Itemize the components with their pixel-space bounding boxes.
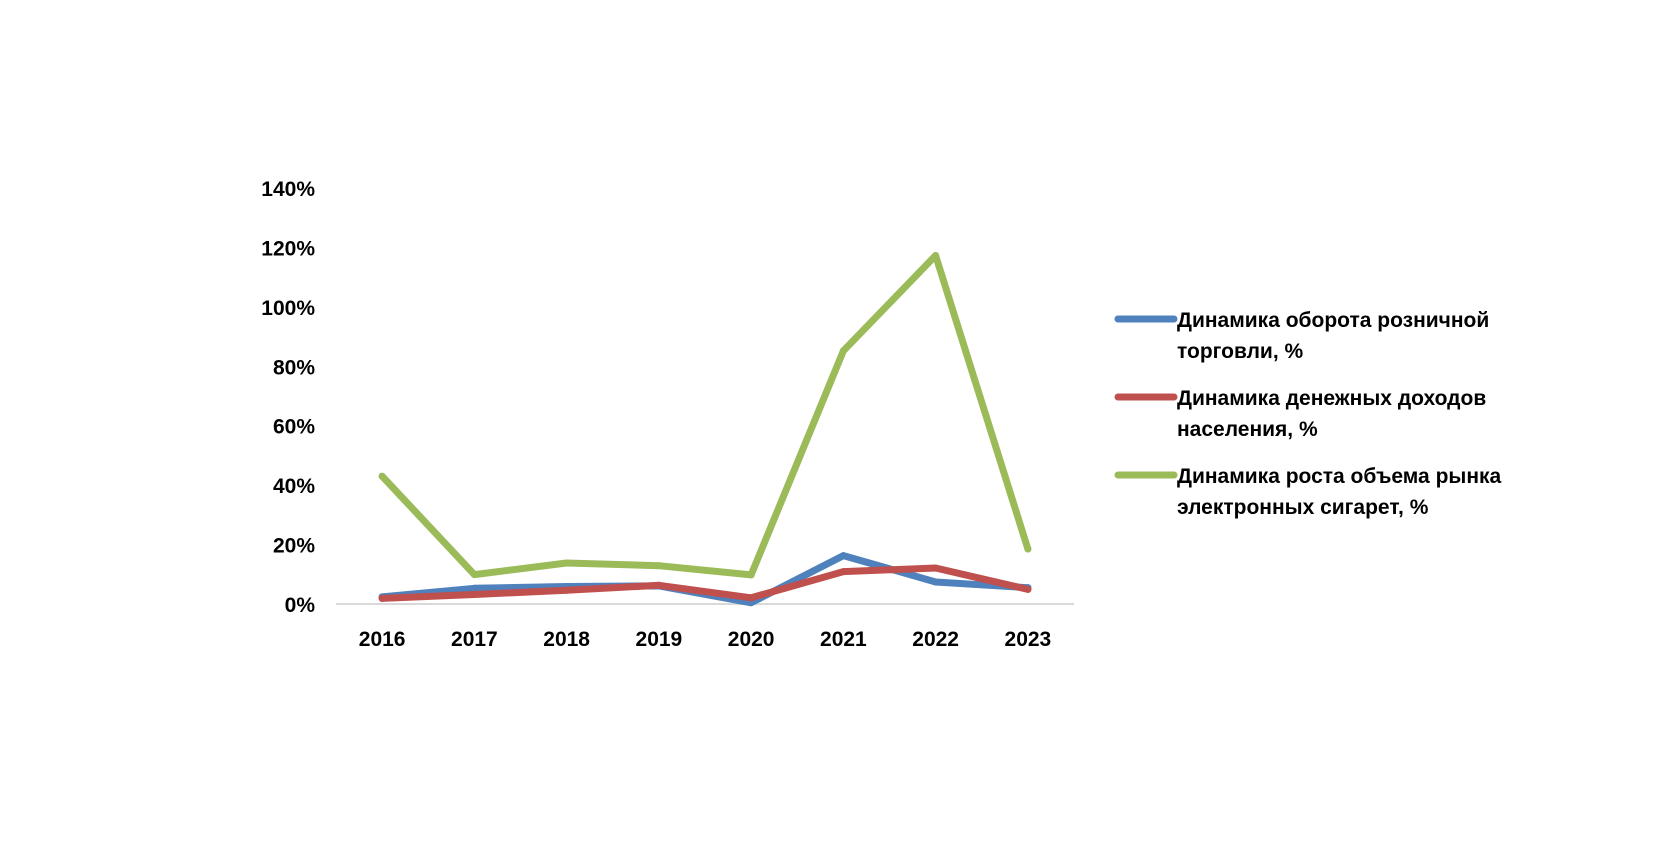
x-tick-label: 2023 (1005, 628, 1052, 651)
y-tick-label: 120% (261, 237, 315, 260)
series-2-point (839, 568, 847, 576)
series-3-point (378, 472, 386, 480)
y-axis-tick-labels: 0% 20% 40% 60% 80% 100% 120% 140% (261, 178, 315, 617)
legend-item: Динамика оборота розничной торговли, % (1114, 309, 1489, 363)
series-2-point (747, 594, 755, 602)
legend-label: Динамика роста объема рынка (1177, 465, 1502, 488)
legend-label: торговли, % (1177, 340, 1304, 363)
legend-label: электронных сигарет, % (1177, 496, 1429, 519)
series-3-point (655, 562, 663, 570)
series-2-point (932, 564, 940, 572)
x-tick-label: 2022 (912, 628, 959, 651)
legend-label: Динамика оборота розничной (1177, 309, 1489, 332)
series-2-point (655, 581, 663, 589)
x-tick-label: 2016 (359, 628, 406, 651)
series-line-2 (378, 564, 1032, 602)
series-3-point (563, 559, 571, 567)
series-1-point (932, 578, 940, 586)
y-tick-label: 60% (273, 416, 315, 439)
series-2-point (563, 586, 571, 594)
y-tick-label: 100% (261, 297, 315, 320)
series-2-point (378, 594, 386, 602)
x-tick-label: 2018 (543, 628, 590, 651)
series-1-point (839, 552, 847, 560)
series-2-point (1024, 585, 1032, 593)
y-tick-label: 140% (261, 178, 315, 201)
x-tick-label: 2020 (728, 628, 775, 651)
legend-item: Динамика денежных доходов населения, % (1114, 387, 1486, 441)
y-tick-label: 40% (273, 475, 315, 498)
y-tick-label: 0% (285, 594, 316, 617)
plot-series (378, 251, 1032, 607)
x-axis-tick-labels: 2016 2017 2018 2019 2020 2021 2022 2023 (359, 628, 1051, 651)
series-2-point (470, 590, 478, 598)
series-1-point (470, 584, 478, 592)
x-tick-label: 2017 (451, 628, 498, 651)
series-3-point (932, 251, 940, 259)
series-3-point (1024, 545, 1032, 553)
series-3-point (470, 571, 478, 579)
series-line-3 (378, 252, 1032, 579)
series-3-point (747, 571, 755, 579)
legend-item: Динамика роста объема рынка электронных с… (1114, 465, 1502, 519)
series-3-point (839, 347, 847, 355)
legend-label: Динамика денежных доходов (1177, 387, 1486, 410)
x-tick-label: 2021 (820, 628, 867, 651)
legend-label: населения, % (1177, 418, 1318, 441)
x-tick-label: 2019 (636, 628, 683, 651)
y-tick-label: 20% (273, 535, 315, 558)
y-tick-label: 80% (273, 356, 315, 379)
